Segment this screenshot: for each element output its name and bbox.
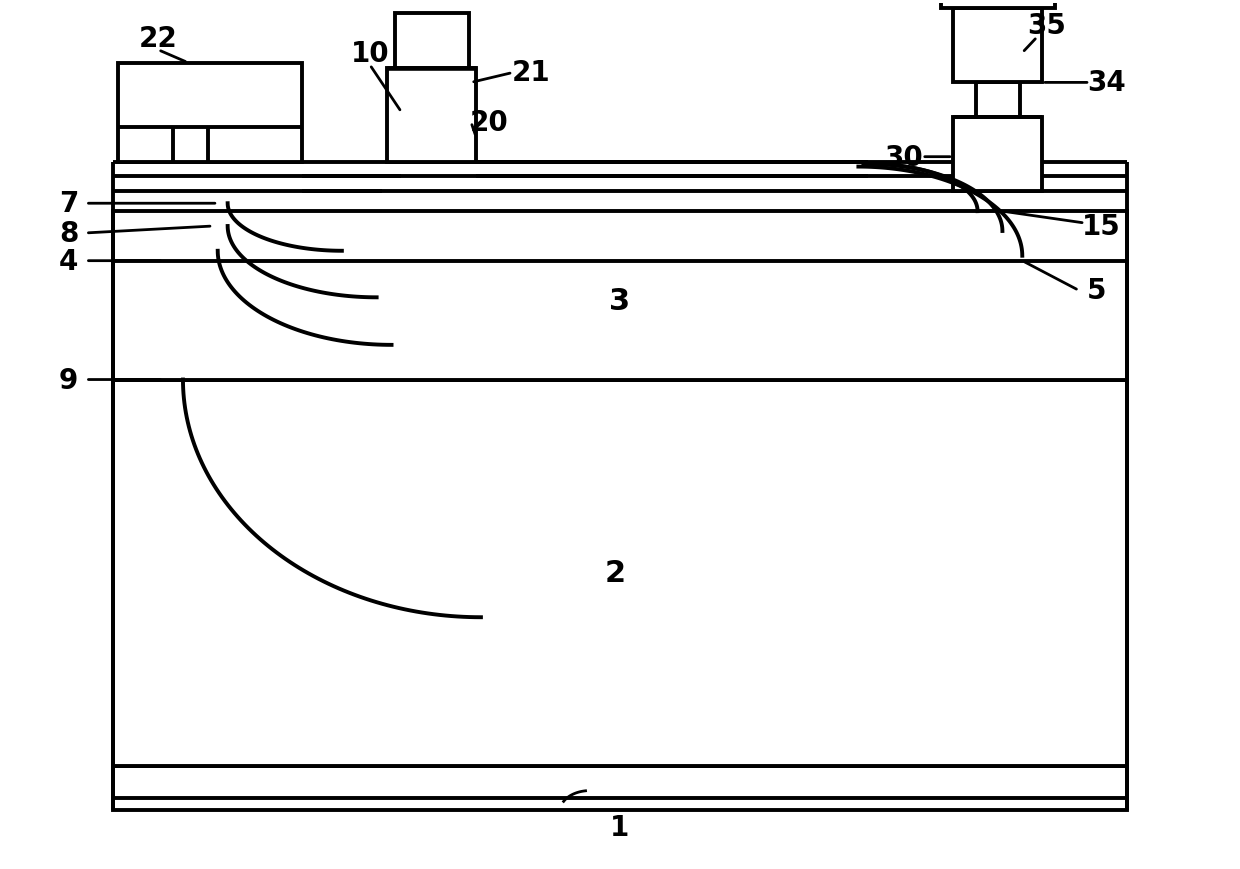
Bar xyxy=(941,0,1055,9)
Bar xyxy=(113,766,1127,811)
Text: 21: 21 xyxy=(511,59,549,88)
Text: 7: 7 xyxy=(60,190,78,218)
Text: 22: 22 xyxy=(139,25,177,53)
Text: 15: 15 xyxy=(1083,213,1121,241)
Text: 10: 10 xyxy=(351,40,389,68)
Bar xyxy=(113,380,1127,766)
Bar xyxy=(394,14,469,69)
Text: 5: 5 xyxy=(1087,277,1106,305)
Text: 3: 3 xyxy=(609,287,631,315)
Text: 8: 8 xyxy=(60,220,78,248)
Text: 20: 20 xyxy=(470,109,508,136)
Text: 30: 30 xyxy=(884,143,923,171)
Text: 2: 2 xyxy=(604,559,626,587)
Text: 9: 9 xyxy=(60,366,78,394)
Bar xyxy=(387,69,476,163)
Text: 35: 35 xyxy=(1028,12,1066,40)
Text: 1: 1 xyxy=(610,813,630,841)
Bar xyxy=(952,118,1042,192)
Bar xyxy=(976,83,1021,118)
Bar xyxy=(952,9,1042,83)
Text: 34: 34 xyxy=(1087,70,1126,97)
Bar xyxy=(118,63,303,163)
Bar xyxy=(113,212,1127,380)
Text: 4: 4 xyxy=(60,248,78,275)
